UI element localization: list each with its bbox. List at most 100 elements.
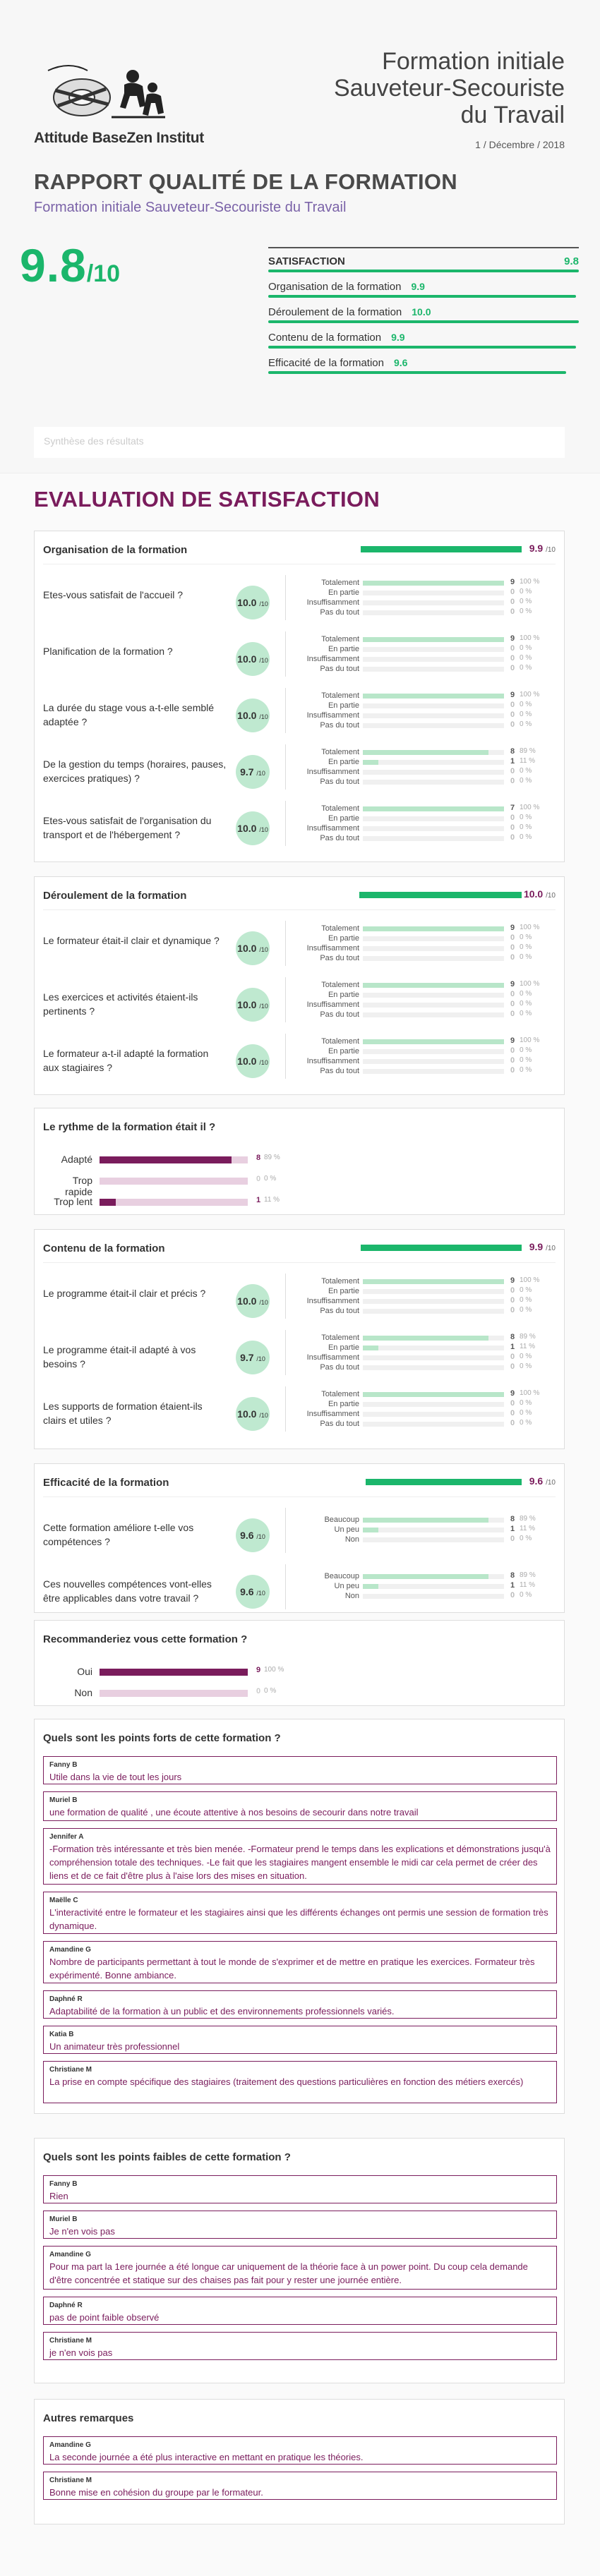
answer-option: Totalement 9 100 %	[297, 980, 558, 990]
training-title: Formation initiale Sauveteur-Secouriste …	[334, 48, 565, 128]
lifesaver-figures-logo	[34, 56, 168, 123]
question-divider	[285, 977, 286, 1022]
answer-option: En partie 1 11 %	[297, 1343, 558, 1353]
answer-row: Trop rapide 0 0 %	[43, 1173, 467, 1197]
option-bar	[363, 1537, 504, 1542]
option-percent: 100 %	[520, 1036, 540, 1044]
answer-option: Totalement 8 89 %	[297, 747, 558, 757]
synthese-field[interactable]: Synthèse des résultats	[34, 427, 565, 458]
option-percent: 0 %	[520, 990, 532, 998]
comment-author: Fanny B	[49, 1761, 78, 1769]
question-text: Le programme était-il adapté à vos besoi…	[43, 1344, 196, 1369]
option-label: Pas du tout	[320, 1307, 359, 1315]
option-label: Insuffisamment	[306, 944, 359, 953]
option-label: Totalement	[321, 924, 359, 933]
answer-option: Totalement 9 100 %	[297, 691, 558, 701]
option-bar-fill	[363, 750, 488, 755]
option-percent: 0 %	[520, 814, 532, 821]
card-score-bar	[366, 1479, 522, 1485]
question-score: 10.0 /10	[236, 699, 270, 732]
answer-count: 0	[256, 1687, 261, 1695]
option-bar-fill	[363, 637, 504, 642]
option-bar	[363, 826, 504, 831]
question: Cette formation améliore t-elle vos comp…	[43, 1502, 558, 1559]
option-label: Totalement	[321, 1037, 359, 1046]
answer-option: Insuffisamment 0 0 %	[297, 1353, 558, 1362]
question-score: 10.0 /10	[236, 811, 270, 845]
comment-author: Fanny B	[49, 2180, 78, 2188]
answer-option: Totalement 9 100 %	[297, 1389, 558, 1399]
card-title: Quels sont les points forts de cette for…	[43, 1732, 281, 1744]
comment-author: Christiane M	[49, 2066, 92, 2074]
option-bar	[363, 816, 504, 821]
answer-option: Pas du tout 0 0 %	[297, 1362, 558, 1372]
card-score-bar	[361, 1245, 522, 1251]
question-text: Etes-vous satisfait de l'organisation du…	[43, 815, 212, 840]
question-score: 10.0 /10	[236, 988, 270, 1022]
card-title: Quels sont les points faibles de cette f…	[43, 2151, 291, 2163]
question-score: 10.0 /10	[236, 1284, 270, 1318]
option-label: Non	[344, 1535, 359, 1544]
option-percent: 0 %	[520, 1591, 532, 1599]
card-efficacite: Efficacité de la formation 9.6 /10 Cette f…	[34, 1463, 565, 1613]
answer-option: Totalement 7 100 %	[297, 804, 558, 814]
option-label: Pas du tout	[320, 608, 359, 617]
answer-count: 8	[256, 1154, 261, 1162]
card-divider	[43, 1496, 556, 1497]
comment: Muriel B Je n'en vois pas	[43, 2211, 557, 2239]
option-bar	[363, 1355, 504, 1360]
option-percent: 0 %	[520, 654, 532, 662]
option-bar	[363, 1012, 504, 1017]
question: Le formateur était-il clair et dynamique…	[43, 915, 558, 972]
question: Etes-vous satisfait de l'organisation du…	[43, 795, 558, 852]
satisfaction-summary: SATISFACTION 9.8 Organisation de la form…	[268, 247, 579, 375]
option-label: Un peu	[334, 1582, 359, 1590]
question: Etes-vous satisfait de l'accueil ? 10.0 /…	[43, 569, 558, 626]
answer-percent: 100 %	[264, 1666, 284, 1674]
option-percent: 0 %	[520, 1286, 532, 1294]
answer-option: Insuffisamment 0 0 %	[297, 943, 558, 953]
option-percent: 0 %	[520, 1056, 532, 1064]
option-bar-fill	[363, 926, 504, 931]
option-percent: 0 %	[520, 720, 532, 728]
answer-percent: 0 %	[264, 1687, 277, 1695]
option-label: Insuffisamment	[306, 1000, 359, 1009]
question: Les supports de formation étaient-ils cl…	[43, 1381, 558, 1437]
option-count: 0	[510, 814, 515, 822]
option-bar	[363, 657, 504, 662]
option-percent: 0 %	[520, 1046, 532, 1054]
option-count: 0	[510, 588, 515, 596]
overall-score: 9.8/10	[20, 239, 121, 291]
option-bar	[363, 1039, 504, 1044]
option-count: 8	[510, 1333, 515, 1341]
comment-text: -Formation très intéressante et très bie…	[49, 1844, 551, 1881]
question-text: Le programme était-il clair et précis ?	[43, 1288, 206, 1299]
answer-option: Pas du tout 0 0 %	[297, 953, 558, 963]
comment-text: une formation de qualité , une écoute at…	[49, 1807, 419, 1818]
card-autres: Autres remarques Amandine G La seconde jou…	[34, 2399, 565, 2524]
option-count: 9	[510, 691, 515, 699]
answer-option: Insuffisamment 0 0 %	[297, 767, 558, 777]
option-bar	[363, 647, 504, 652]
option-label: En partie	[328, 645, 359, 653]
comment-author: Amandine G	[49, 2251, 91, 2258]
option-bar	[363, 1003, 504, 1008]
question: Ces nouvelles compétences vont-elles êtr…	[43, 1559, 558, 1615]
answer-percent: 0 %	[264, 1175, 277, 1183]
card-divider	[43, 1262, 556, 1263]
option-label: Totalement	[321, 804, 359, 813]
question: Le programme était-il clair et précis ? 1…	[43, 1268, 558, 1324]
comment-author: Jennifer A	[49, 1833, 84, 1841]
option-label: En partie	[328, 588, 359, 597]
option-bar	[363, 703, 504, 708]
option-label: Pas du tout	[320, 1420, 359, 1428]
option-percent: 0 %	[520, 1306, 532, 1314]
option-count: 0	[510, 720, 515, 729]
question-score: 9.6 /10	[236, 1575, 270, 1609]
comment-text: Adaptabilité de la formation à un public…	[49, 2006, 395, 2016]
option-count: 9	[510, 1389, 515, 1398]
option-count: 0	[510, 1056, 515, 1065]
comment-text: Utile dans la vie de tout les jours	[49, 1772, 182, 1782]
option-percent: 0 %	[520, 833, 532, 841]
option-bar	[363, 610, 504, 615]
